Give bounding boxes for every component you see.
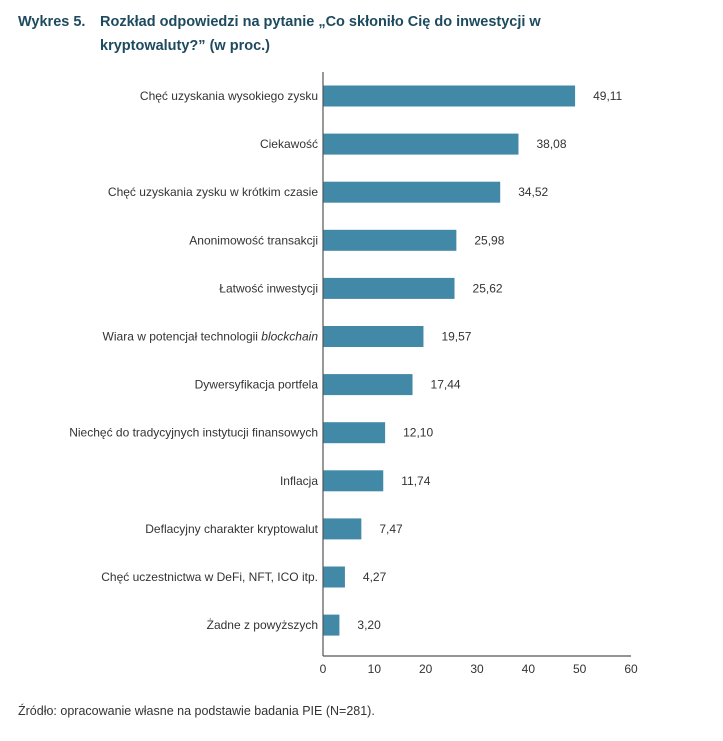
bar xyxy=(323,422,386,444)
bar xyxy=(323,181,501,203)
source-note: Źródło: opracowanie własne na podstawie … xyxy=(18,704,375,718)
bar xyxy=(323,518,362,540)
bar xyxy=(323,326,424,347)
bar-chart: 49,11 Chęć uzyskania wysokiego zysku 38,08… xyxy=(69,72,638,676)
category-label: Inflacja xyxy=(280,474,318,488)
category-label: Chęć uzyskania zysku w krótkim czasie xyxy=(108,185,318,199)
value-label: 34,52 xyxy=(518,185,548,199)
x-tick-label: 50 xyxy=(573,662,587,676)
category-label: Niechęć do tradycyjnych instytucji finan… xyxy=(69,426,318,440)
bar xyxy=(323,614,340,636)
category-label: Ciekawość xyxy=(260,137,318,151)
value-label: 3,20 xyxy=(357,618,381,632)
category-label: Wiara w potencjał technologii blockchain xyxy=(103,330,319,344)
bar xyxy=(323,277,455,299)
bar xyxy=(323,566,345,588)
x-tick-label: 0 xyxy=(320,662,327,676)
bar xyxy=(323,229,457,251)
category-label: Anonimowość transakcji xyxy=(189,233,318,247)
value-label: 4,27 xyxy=(363,570,387,584)
value-label: 19,57 xyxy=(441,330,471,344)
x-tick-label: 60 xyxy=(624,662,638,676)
value-label: 11,74 xyxy=(401,474,430,488)
category-label: Łatwość inwestycji xyxy=(219,281,318,295)
x-tick-label: 20 xyxy=(419,662,433,676)
x-tick-label: 40 xyxy=(522,662,536,676)
value-label: 25,98 xyxy=(474,233,504,247)
x-tick-label: 30 xyxy=(470,662,484,676)
value-label: 38,08 xyxy=(536,137,566,151)
x-tick-label: 10 xyxy=(368,662,382,676)
chart-title-text: Rozkład odpowiedzi na pytanie „Co skłoni… xyxy=(100,14,541,54)
value-label: 25,62 xyxy=(473,281,503,295)
category-label: Chęć uzyskania wysokiego zysku xyxy=(140,89,318,103)
bar xyxy=(323,374,413,396)
chart-number: Wykres 5. xyxy=(18,14,86,30)
bar xyxy=(323,85,576,107)
value-label: 17,44 xyxy=(431,378,461,392)
value-label: 7,47 xyxy=(379,522,403,536)
category-label: Deflacyjny charakter kryptowalut xyxy=(145,522,318,536)
category-label: Żadne z powyższych xyxy=(207,618,318,632)
bar xyxy=(323,470,384,492)
category-label: Dywersyfikacja portfela xyxy=(195,378,319,392)
category-label: Chęć uczestnictwa w DeFi, NFT, ICO itp. xyxy=(101,570,318,584)
bar xyxy=(323,133,519,155)
value-label: 49,11 xyxy=(593,89,622,103)
value-label: 12,10 xyxy=(403,426,433,440)
